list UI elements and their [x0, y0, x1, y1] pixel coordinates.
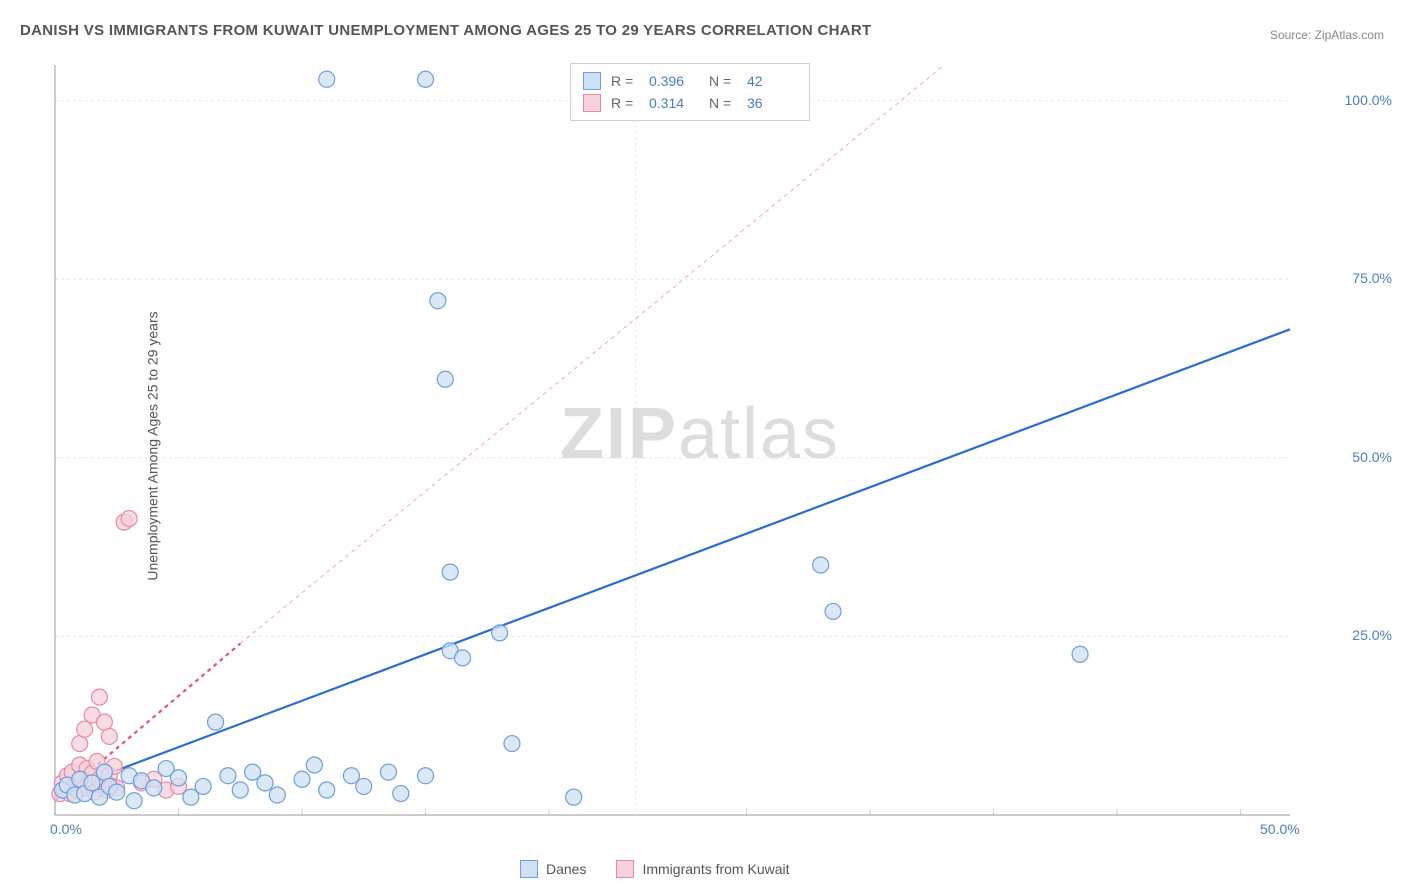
r-label: R = [611, 70, 639, 92]
y-tick-label: 100.0% [1345, 92, 1392, 108]
swatch-kuwait-icon [616, 860, 634, 878]
legend-item-kuwait: Immigrants from Kuwait [616, 860, 789, 878]
swatch-danes-icon [520, 860, 538, 878]
x-tick-label: 50.0% [1260, 821, 1300, 837]
n-label: N = [709, 70, 737, 92]
swatch-kuwait [583, 94, 601, 112]
legend-label-danes: Danes [546, 861, 586, 877]
source-link[interactable]: ZipAtlas.com [1315, 28, 1384, 42]
source-attribution: Source: ZipAtlas.com [1270, 28, 1384, 42]
y-tick-label: 25.0% [1352, 627, 1392, 643]
swatch-danes [583, 72, 601, 90]
r-value-danes: 0.396 [649, 70, 699, 92]
correlation-legend: R = 0.396 N = 42 R = 0.314 N = 36 [570, 63, 810, 121]
chart-container: DANISH VS IMMIGRANTS FROM KUWAIT UNEMPLO… [0, 0, 1406, 892]
n-label: N = [709, 92, 737, 114]
legend-item-danes: Danes [520, 860, 586, 878]
n-value-danes: 42 [747, 70, 797, 92]
n-value-kuwait: 36 [747, 92, 797, 114]
series-legend: Danes Immigrants from Kuwait [520, 860, 790, 878]
x-tick-label: 0.0% [50, 821, 82, 837]
r-value-kuwait: 0.314 [649, 92, 699, 114]
legend-row-kuwait: R = 0.314 N = 36 [583, 92, 797, 114]
legend-row-danes: R = 0.396 N = 42 [583, 70, 797, 92]
legend-label-kuwait: Immigrants from Kuwait [642, 861, 789, 877]
source-label: Source: [1270, 28, 1315, 42]
r-label: R = [611, 92, 639, 114]
y-tick-label: 50.0% [1352, 449, 1392, 465]
chart-title: DANISH VS IMMIGRANTS FROM KUWAIT UNEMPLO… [20, 22, 871, 39]
y-tick-label: 75.0% [1352, 270, 1392, 286]
scatter-plot-svg [50, 60, 1350, 840]
plot-area: ZIPatlas [50, 60, 1350, 840]
